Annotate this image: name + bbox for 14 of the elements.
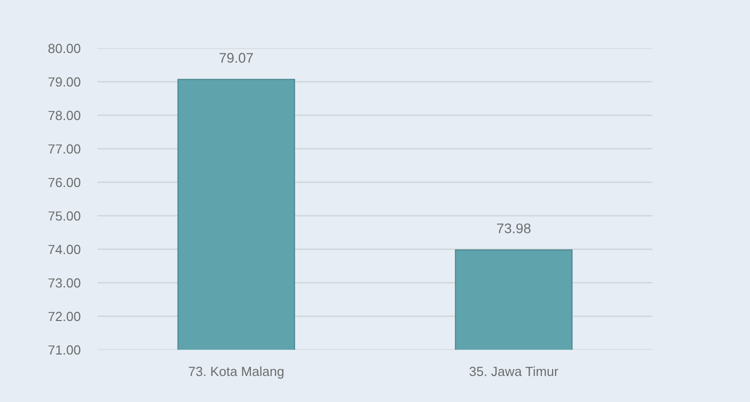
y-tick-label: 76.00 <box>48 178 80 188</box>
y-tick-label: 73.00 <box>48 278 80 288</box>
y-tick-label: 75.00 <box>48 211 80 221</box>
y-tick-label: 80.00 <box>48 44 80 54</box>
x-tick-label: 73. Kota Malang <box>188 366 284 379</box>
y-tick-label: 72.00 <box>48 312 80 322</box>
x-tick-label: 35. Jawa Timur <box>470 366 558 376</box>
data-label: 79.07 <box>220 52 253 63</box>
y-tick-label: 78.00 <box>48 110 80 120</box>
y-tick-label: 74.00 <box>48 244 80 254</box>
data-label: 73.98 <box>497 223 531 234</box>
y-tick-label: 77.00 <box>48 144 80 154</box>
y-tick-label: 71.00 <box>48 345 80 355</box>
y-tick-label: 79.00 <box>48 77 80 87</box>
